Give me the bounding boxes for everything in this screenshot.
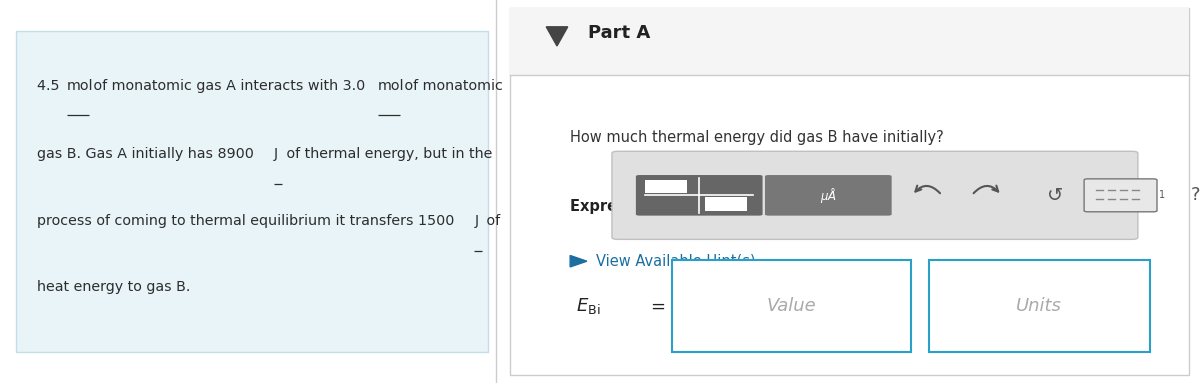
FancyBboxPatch shape (646, 180, 688, 193)
Polygon shape (570, 255, 587, 267)
FancyBboxPatch shape (764, 175, 892, 216)
Text: Units: Units (1016, 298, 1062, 315)
FancyBboxPatch shape (636, 175, 762, 216)
Text: J: J (474, 214, 479, 229)
FancyBboxPatch shape (929, 260, 1150, 352)
Text: Value: Value (767, 298, 816, 315)
Text: View Available Hint(s): View Available Hint(s) (596, 254, 756, 269)
FancyBboxPatch shape (612, 151, 1138, 239)
Text: $\mu\AA$: $\mu\AA$ (820, 186, 836, 205)
Text: Express your answer with the appropriate units.: Express your answer with the appropriate… (570, 199, 972, 214)
Text: mol: mol (378, 79, 404, 93)
Text: of monatomic gas A interacts with 3.0: of monatomic gas A interacts with 3.0 (89, 79, 370, 93)
Text: J: J (274, 147, 278, 162)
Text: ?: ? (1190, 187, 1200, 204)
Text: 4.5: 4.5 (37, 79, 64, 93)
Text: Part A: Part A (588, 24, 650, 41)
Text: mol: mol (67, 79, 94, 93)
FancyBboxPatch shape (510, 8, 1189, 75)
Polygon shape (546, 27, 568, 46)
FancyBboxPatch shape (16, 31, 487, 352)
FancyBboxPatch shape (510, 8, 1189, 375)
Text: ↺: ↺ (1048, 186, 1063, 205)
FancyBboxPatch shape (1084, 179, 1157, 212)
Text: of: of (481, 214, 500, 229)
Text: of monatomic: of monatomic (400, 79, 503, 93)
FancyBboxPatch shape (672, 260, 911, 352)
FancyBboxPatch shape (706, 197, 748, 211)
Text: $E_{\mathrm{Bi}}$: $E_{\mathrm{Bi}}$ (576, 296, 600, 316)
Text: 1: 1 (1159, 190, 1165, 200)
Text: =: = (650, 298, 665, 315)
Text: How much thermal energy did gas B have initially?: How much thermal energy did gas B have i… (570, 130, 944, 145)
Text: gas B. Gas A initially has 8900: gas B. Gas A initially has 8900 (37, 147, 258, 162)
Text: of thermal energy, but in the: of thermal energy, but in the (282, 147, 492, 162)
Text: process of coming to thermal equilibrium it transfers 1500: process of coming to thermal equilibrium… (37, 214, 458, 229)
Text: heat energy to gas B.: heat energy to gas B. (37, 280, 191, 294)
